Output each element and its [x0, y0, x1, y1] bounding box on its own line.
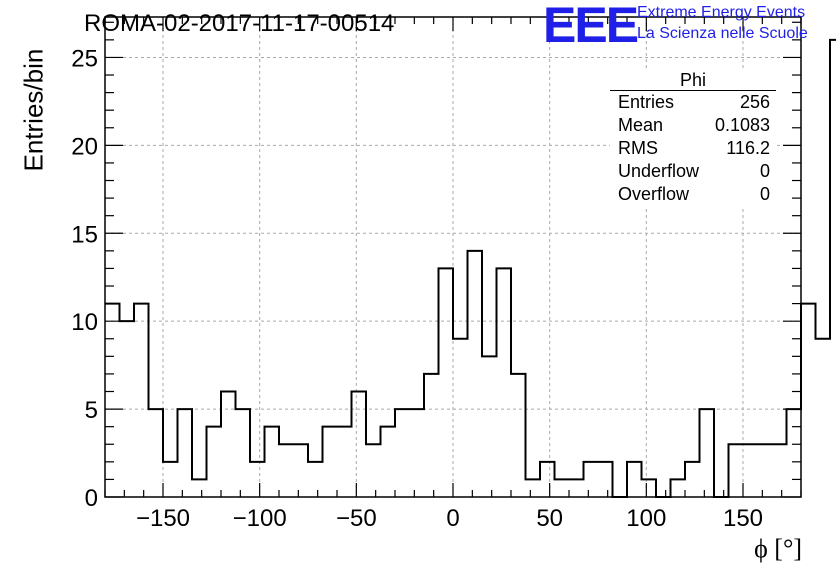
stats-value: 256	[739, 92, 770, 112]
stats-value: 0	[759, 161, 770, 181]
chart-title: ROMA-02-2017-11-17-00514	[84, 10, 395, 37]
stats-box: Phi Entries 256 Mean 0.1083 RMS 116.2 Un…	[610, 70, 776, 206]
axes: −150 −100 −50 0 50 100 150 0 5 10 15 20 25	[71, 16, 802, 532]
x-tick-label: 0	[446, 505, 459, 532]
stats-label: Underflow	[618, 161, 700, 181]
x-tick-label: −100	[233, 505, 287, 532]
x-tick-label: 150	[723, 505, 763, 532]
x-tick-label: −50	[336, 505, 377, 532]
y-tick-label: 0	[85, 485, 98, 512]
stats-label: Overflow	[618, 184, 690, 204]
stats-label: RMS	[618, 138, 658, 158]
x-tick-label: 50	[536, 505, 563, 532]
eee-logo: EEE	[543, 0, 639, 53]
x-axis-label: ϕ [°]	[754, 534, 802, 563]
stats-row: Mean 0.1083	[610, 114, 776, 137]
logo-line-2: La Scienza nelle Scuole	[637, 25, 808, 42]
stats-value: 0.1083	[714, 115, 770, 135]
y-tick-label: 10	[71, 309, 98, 336]
y-axis-label: Entries/bin	[18, 48, 49, 172]
stats-label: Entries	[618, 92, 675, 112]
stats-row: RMS 116.2	[610, 137, 776, 160]
histogram-line	[105, 38, 836, 498]
y-tick-label: 25	[71, 45, 98, 72]
x-tick-label: 100	[626, 505, 666, 532]
stats-label: Mean	[618, 115, 664, 135]
stats-row: Underflow 0	[610, 160, 776, 183]
x-tick-label: −150	[136, 505, 190, 532]
y-tick-label: 20	[71, 133, 98, 160]
y-tick-label: 15	[71, 221, 98, 248]
stats-value: 116.2	[726, 138, 770, 158]
stats-row: Overflow 0	[610, 183, 776, 206]
histogram-series	[105, 38, 836, 498]
logo-line-1: Extreme Energy Events	[637, 4, 806, 21]
stats-row: Entries 256	[610, 91, 776, 114]
y-tick-label: 5	[85, 397, 98, 424]
stats-title: Phi	[610, 70, 776, 91]
stats-value: 0	[759, 184, 770, 204]
